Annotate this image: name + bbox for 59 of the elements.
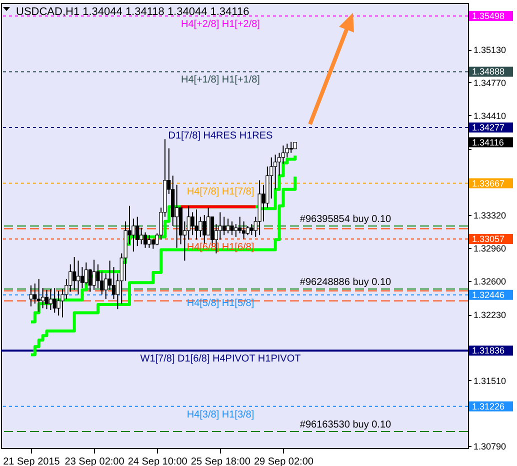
ref-line-label: 1.34277 [472,122,505,133]
ref-line-label: #96248886 buy 0.10 [300,277,392,288]
annotation: H4[+2/8] H1[+2/8] [181,18,260,30]
y-tick-label: 1.34770 [474,78,506,88]
candlestick [76,260,80,295]
candlestick [147,234,152,248]
ref-line-label: 1.35498 [472,10,505,21]
candlestick [48,288,52,311]
annotation: W1[7/8] D1[6/8] H4PIVOT H1PIVOT [140,354,301,365]
ref-line-label: 1.33057 [472,234,505,244]
y-tick-label: 1.31510 [474,376,506,386]
ref-line-label: 1.33667 [472,178,505,188]
candlestick [218,212,222,240]
candlestick [246,225,250,236]
candlestick [250,224,254,236]
candlestick [56,290,60,316]
ref-line-label: #96395854 buy 0.10 [300,214,392,225]
candlestick [289,141,293,154]
y-tick-label: 1.35130 [474,45,506,56]
candlestick [33,283,37,304]
annotation: D1[7/8] H4RES H1RES [168,130,274,142]
candlestick [285,143,289,158]
y-tick-label: 1.33320 [474,210,506,220]
annotation: H4[+1/8] H1[+1/8] [181,74,260,86]
chart-title: USDCAD,H1 1.34044 1.34118 1.34044 1.34116 [16,6,250,18]
ref-line-label: 1.32446 [472,290,505,300]
candlestick [92,259,96,290]
candlestick [52,288,56,314]
candlestick [104,272,108,300]
candlestick [234,224,238,238]
candlestick [186,205,190,240]
candlestick [84,262,88,285]
candlestick [222,216,226,236]
ref-line-label: 1.31226 [472,401,505,412]
candlestick [226,218,230,234]
y-tick-label: 1.32600 [474,276,506,286]
y-tick-label: 1.30790 [474,442,506,452]
candlestick [230,220,234,236]
y-tick-label: 1.32230 [474,310,506,320]
y-tick-label: 1.34410 [474,110,506,121]
candlestick [238,216,242,234]
candlestick [194,209,198,240]
candlestick [29,284,33,307]
text: 1.34116 [472,137,504,148]
ref-line-label: 1.31836 [472,346,505,356]
candlestick [72,256,76,290]
candlestick [143,232,148,248]
candlestick [37,278,41,312]
y-tick-label: 1.32960 [474,243,506,254]
annotation: H4[7/8] H1[7/8] [186,186,254,198]
candlestick [190,212,194,236]
candlestick [44,289,49,310]
ref-line-label: 1.34888 [472,66,505,77]
candlestick [151,239,155,250]
candlestick [242,220,246,240]
ref-line-label: #96163530 buy 0.10 [300,420,392,431]
candlestick [140,227,144,245]
annotation: H4[3/8] H1[3/8] [186,409,254,420]
candlestick [174,184,179,248]
